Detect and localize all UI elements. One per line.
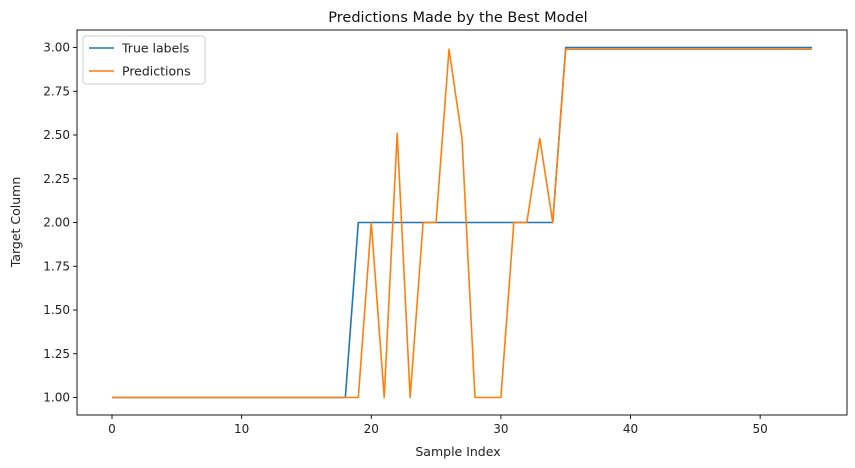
y-tick-label: 2.00 [43,216,70,230]
y-axis-label: Target Column [8,177,23,269]
y-axis-ticks: 1.00 1.25 1.50 1.75 2.00 2.25 2.50 2.75 3.00 [43,41,77,405]
legend: True labels Predictions [82,35,206,85]
series-layer [112,46,812,399]
y-tick-label: 1.00 [43,391,70,405]
x-tick-label: 40 [623,422,638,436]
series-line-predictions [112,48,812,399]
chart-title: Predictions Made by the Best Model [328,10,587,26]
y-tick-label: 1.50 [43,303,70,317]
x-axis-label: Sample Index [415,444,500,459]
x-tick-label: 10 [234,422,249,436]
y-tick-label: 1.75 [43,259,70,273]
y-tick-label: 1.25 [43,347,70,361]
legend-label-true-labels: True labels [121,41,189,56]
legend-label-predictions: Predictions [122,64,191,79]
x-tick-label: 30 [493,422,508,436]
y-tick-label: 2.75 [43,84,70,98]
y-tick-label: 2.25 [43,172,70,186]
y-tick-label: 3.00 [43,41,70,55]
x-tick-label: 50 [753,422,768,436]
x-tick-label: 0 [108,422,116,436]
x-tick-label: 20 [364,422,379,436]
x-axis-ticks: 0 10 20 30 40 50 [108,415,768,436]
y-tick-label: 2.50 [43,128,70,142]
